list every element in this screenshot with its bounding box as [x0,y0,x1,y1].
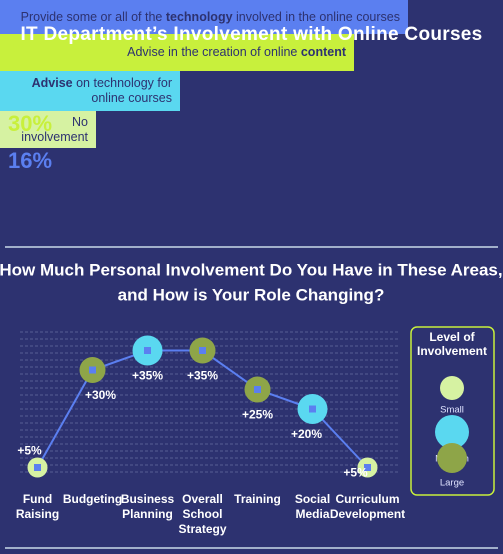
legend-label: Large [440,478,464,489]
legend-label: Small [440,405,464,416]
label-part: technology [165,9,233,24]
label-part: Provide some or all of the [20,9,166,24]
bar-label: No involvement [8,115,88,145]
x-tick-label: Planning [122,507,173,521]
legend-title: Involvement [417,344,487,358]
bar-row: Advise in the creation of online content… [0,34,503,96]
legend-box [410,326,495,496]
bar-row: No involvement 16% [0,111,503,173]
value-label: 16% [8,148,53,173]
x-tick-label: School [182,507,222,521]
bar-chart: IT Department’s Involvement with Online … [0,0,503,248]
value-label: +30% [85,388,116,402]
bar: Advise on technology for online courses [0,71,180,111]
bar: No involvement [0,111,96,148]
point-marker [34,464,41,471]
legend-title: Level of [429,330,475,344]
bar-label: Provide some or all of the technology in… [21,10,400,25]
label-part: No involvement [21,114,88,144]
bar-label: Advise in the creation of online content [127,45,346,60]
x-tick-label: Social [295,492,330,506]
value-label: +5% [17,444,42,458]
legend-swatch [435,415,469,449]
x-tick-label: Raising [16,507,59,521]
value-label: 59% [8,71,53,96]
chart-title: and How is Your Role Changing? [118,285,385,304]
chart-title: How Much Personal Involvement Do You Hav… [0,260,503,279]
value-label: +25% [242,408,273,422]
value-label: +35% [132,369,163,383]
point-marker [144,347,151,354]
x-tick-label: Development [330,507,405,521]
label-part: Advise [31,76,73,90]
bar-row: Provide some or all of the technology in… [0,0,503,59]
point-marker [199,347,206,354]
bar: Provide some or all of the technology in… [0,0,408,34]
x-tick-label: Budgeting [63,492,122,506]
chart-title: IT Department’s Involvement with Online … [20,24,483,45]
value-label: 68% [8,34,53,59]
point-marker [364,464,371,471]
x-tick-label: Fund [23,492,52,506]
value-label: +20% [291,427,322,441]
label-part: Advise in the creation of online [127,45,301,59]
bar: Advise in the creation of online content [0,34,354,71]
label-part: content [300,45,346,59]
value-label: +5% [343,466,368,480]
label-part: on technology for online courses [72,76,172,105]
x-tick-label: Business [121,492,175,506]
point-marker [309,405,316,413]
bar-row: Advise on technology for online courses 3… [0,71,503,136]
legend-swatch [437,443,467,473]
x-tick-label: Overall [182,492,223,506]
bar-label: Advise on technology for online courses [8,76,172,106]
value-label: 30% [8,111,53,136]
point-marker [89,366,96,374]
x-tick-label: Training [234,492,281,506]
point-marker [254,386,261,393]
label-part: involved in the online courses [232,9,400,24]
value-label: +35% [187,369,218,383]
x-tick-label: Curriculum [335,492,399,506]
legend-swatch [440,376,464,400]
x-tick-label: Media [295,507,329,521]
x-tick-label: Strategy [178,522,226,536]
